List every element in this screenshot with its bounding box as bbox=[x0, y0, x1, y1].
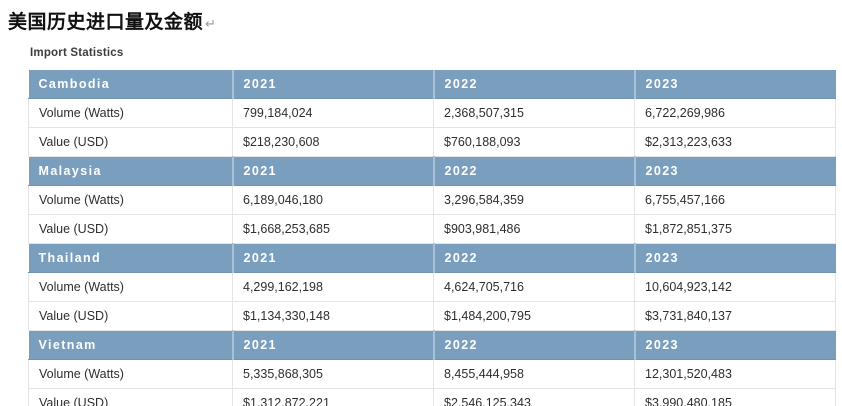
value-cell-2022: $2,546,125,343 bbox=[433, 388, 635, 406]
import-statistics-table: Cambodia 2021 2022 2023 Volume (Watts) 7… bbox=[28, 70, 836, 406]
section-header-malaysia: Malaysia 2021 2022 2023 bbox=[28, 156, 836, 186]
volume-cell-2021: 5,335,868,305 bbox=[232, 359, 434, 389]
table-row-cambodia-volume: Volume (Watts) 799,184,024 2,368,507,315… bbox=[28, 98, 836, 128]
volume-cell-2022: 3,296,584,359 bbox=[433, 185, 635, 215]
value-cell-2023: $3,990,480,185 bbox=[634, 388, 836, 406]
year-header-2023: 2023 bbox=[633, 156, 836, 186]
year-header-2022: 2022 bbox=[432, 330, 635, 360]
value-cell-2022: $903,981,486 bbox=[433, 214, 635, 244]
row-label-volume: Volume (Watts) bbox=[28, 98, 233, 128]
row-label-volume: Volume (Watts) bbox=[28, 185, 233, 215]
volume-cell-2021: 6,189,046,180 bbox=[232, 185, 434, 215]
country-header-malaysia: Malaysia bbox=[28, 156, 233, 186]
year-header-2021: 2021 bbox=[231, 243, 434, 273]
volume-cell-2021: 4,299,162,198 bbox=[232, 272, 434, 302]
row-label-value: Value (USD) bbox=[28, 388, 233, 406]
year-header-2022: 2022 bbox=[432, 156, 635, 186]
value-cell-2022: $760,188,093 bbox=[433, 127, 635, 157]
country-header-cambodia: Cambodia bbox=[28, 70, 233, 99]
row-label-value: Value (USD) bbox=[28, 127, 233, 157]
row-label-value: Value (USD) bbox=[28, 301, 233, 331]
value-cell-2023: $3,731,840,137 bbox=[634, 301, 836, 331]
table-row-malaysia-volume: Volume (Watts) 6,189,046,180 3,296,584,3… bbox=[28, 185, 836, 215]
year-header-2023: 2023 bbox=[633, 330, 836, 360]
paragraph-return-mark: ↵ bbox=[205, 16, 217, 31]
table-row-thailand-value: Value (USD) $1,134,330,148 $1,484,200,79… bbox=[28, 301, 836, 331]
value-cell-2023: $1,872,851,375 bbox=[634, 214, 836, 244]
value-cell-2021: $1,312,872,221 bbox=[232, 388, 434, 406]
value-cell-2023: $2,313,223,633 bbox=[634, 127, 836, 157]
year-header-2023: 2023 bbox=[633, 70, 836, 99]
page-title-text: 美国历史进口量及金额 bbox=[8, 12, 204, 33]
year-header-2023: 2023 bbox=[633, 243, 836, 273]
volume-cell-2023: 6,722,269,986 bbox=[634, 98, 836, 128]
year-header-2021: 2021 bbox=[231, 156, 434, 186]
row-label-volume: Volume (Watts) bbox=[28, 359, 233, 389]
row-label-volume: Volume (Watts) bbox=[28, 272, 233, 302]
table-row-thailand-volume: Volume (Watts) 4,299,162,198 4,624,705,7… bbox=[28, 272, 836, 302]
year-header-2021: 2021 bbox=[231, 70, 434, 99]
row-label-value: Value (USD) bbox=[28, 214, 233, 244]
country-header-vietnam: Vietnam bbox=[28, 330, 233, 360]
volume-cell-2023: 10,604,923,142 bbox=[634, 272, 836, 302]
table-row-vietnam-value: Value (USD) $1,312,872,221 $2,546,125,34… bbox=[28, 388, 836, 406]
table-row-vietnam-volume: Volume (Watts) 5,335,868,305 8,455,444,9… bbox=[28, 359, 836, 389]
table-row-cambodia-value: Value (USD) $218,230,608 $760,188,093 $2… bbox=[28, 127, 836, 157]
table-row-malaysia-value: Value (USD) $1,668,253,685 $903,981,486 … bbox=[28, 214, 836, 244]
table-subtitle: Import Statistics bbox=[30, 47, 124, 59]
year-header-2022: 2022 bbox=[432, 243, 635, 273]
country-header-thailand: Thailand bbox=[28, 243, 233, 273]
section-header-vietnam: Vietnam 2021 2022 2023 bbox=[28, 330, 836, 360]
year-header-2022: 2022 bbox=[432, 70, 635, 99]
volume-cell-2022: 2,368,507,315 bbox=[433, 98, 635, 128]
section-header-cambodia: Cambodia 2021 2022 2023 bbox=[28, 70, 836, 99]
volume-cell-2023: 12,301,520,483 bbox=[634, 359, 836, 389]
value-cell-2022: $1,484,200,795 bbox=[433, 301, 635, 331]
value-cell-2021: $1,668,253,685 bbox=[232, 214, 434, 244]
volume-cell-2021: 799,184,024 bbox=[232, 98, 434, 128]
volume-cell-2022: 8,455,444,958 bbox=[433, 359, 635, 389]
section-header-thailand: Thailand 2021 2022 2023 bbox=[28, 243, 836, 273]
year-header-2021: 2021 bbox=[231, 330, 434, 360]
page-title: 美国历史进口量及金额 ↵ bbox=[0, 0, 842, 34]
value-cell-2021: $1,134,330,148 bbox=[232, 301, 434, 331]
volume-cell-2023: 6,755,457,166 bbox=[634, 185, 836, 215]
value-cell-2021: $218,230,608 bbox=[232, 127, 434, 157]
volume-cell-2022: 4,624,705,716 bbox=[433, 272, 635, 302]
